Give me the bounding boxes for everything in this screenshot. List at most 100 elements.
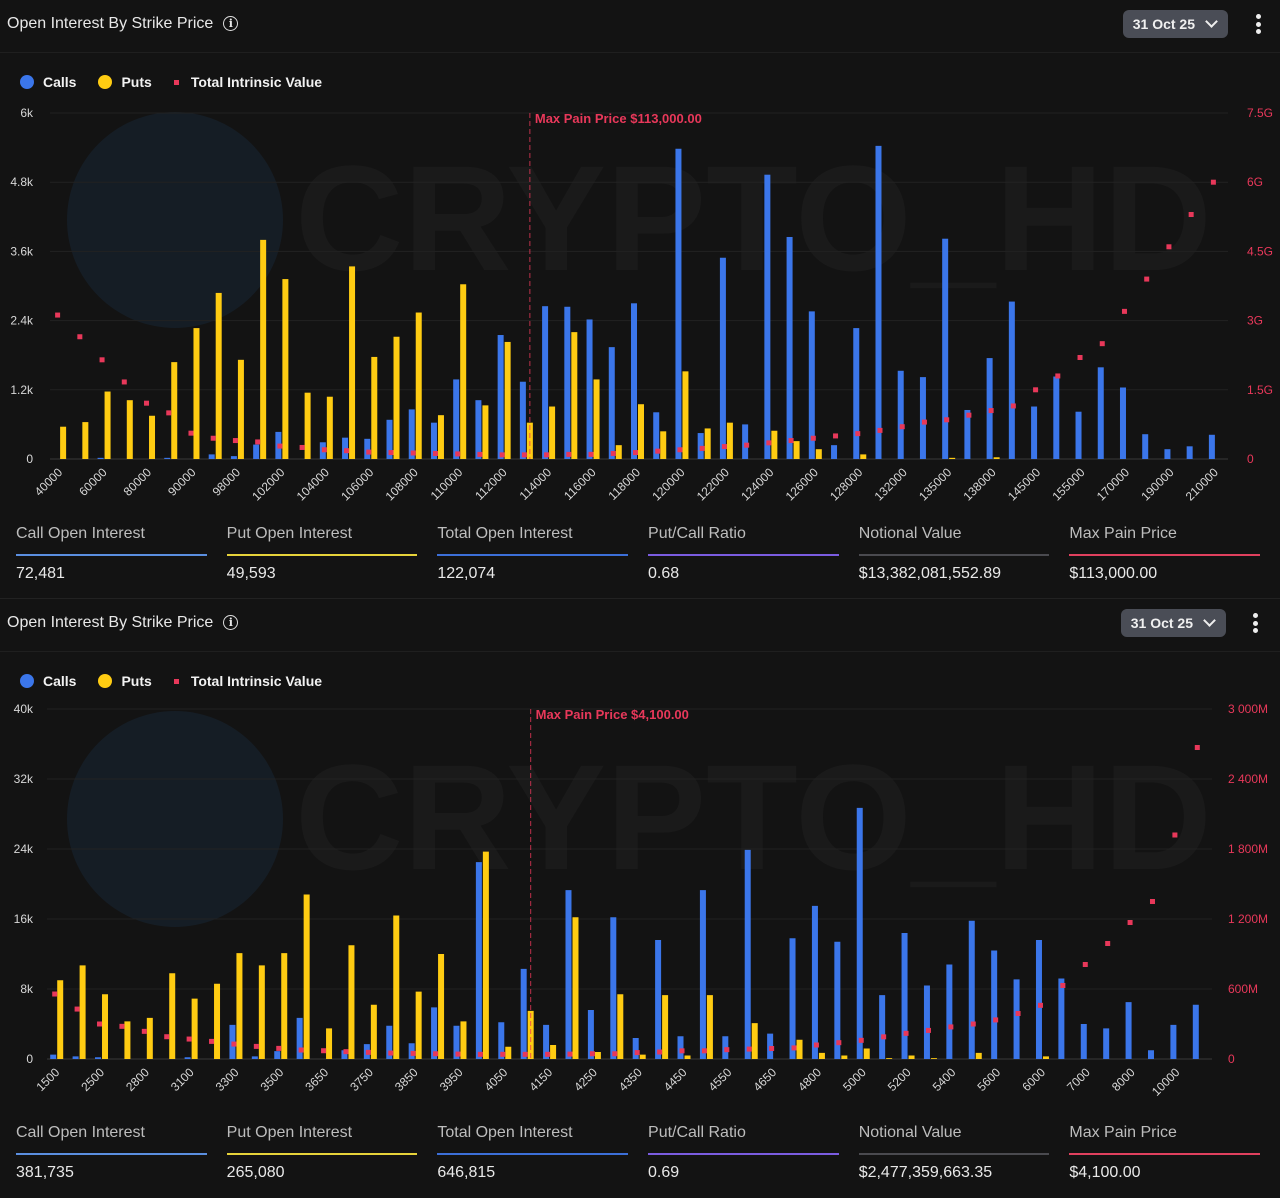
call-bar	[230, 456, 237, 459]
x-tick-label: 108000	[383, 465, 421, 503]
tiv-point	[299, 444, 305, 450]
call-bar	[946, 964, 953, 1059]
legend-tiv[interactable]: Total Intrinsic Value	[173, 673, 322, 689]
tiv-point	[877, 427, 883, 433]
call-bar	[430, 422, 437, 459]
put-bar	[171, 362, 178, 459]
legend-puts[interactable]: Puts	[98, 673, 152, 689]
tiv-point	[477, 1051, 483, 1057]
tiv-point	[744, 442, 750, 448]
tiv-point	[253, 1043, 259, 1049]
put-bar	[371, 356, 378, 459]
put-bar	[908, 1055, 915, 1059]
panel-header: Open Interest By Strike Price i 31 Oct 25	[0, 0, 1280, 53]
tiv-point	[522, 1051, 528, 1057]
put-bar	[550, 1045, 557, 1059]
call-bar	[50, 1054, 57, 1059]
put-bar	[726, 422, 733, 459]
x-tick-label: 3500	[258, 1065, 287, 1094]
put-bar	[639, 1054, 646, 1059]
tiv-point	[1121, 308, 1127, 314]
put-bar	[571, 332, 578, 459]
tiv-point	[298, 1047, 304, 1053]
y2-tick-label: 0	[1247, 452, 1254, 466]
legend-puts[interactable]: Puts	[98, 74, 152, 90]
chevron-down-icon	[1205, 15, 1218, 28]
x-tick-label: 3850	[392, 1065, 421, 1094]
stats-row: Call Open Interest 381,735 Put Open Inter…	[0, 1124, 1280, 1182]
legend-tiv[interactable]: Total Intrinsic Value	[173, 74, 322, 90]
tiv-point	[1188, 211, 1194, 217]
tiv-point	[277, 443, 283, 449]
tiv-point	[966, 412, 972, 418]
info-icon[interactable]: i	[223, 16, 239, 31]
x-tick-label: 138000	[961, 465, 999, 503]
y2-tick-label: 6G	[1247, 175, 1263, 189]
tiv-point	[1166, 244, 1172, 250]
tiv-point	[1194, 745, 1200, 750]
call-bar	[1147, 1050, 1154, 1059]
call-bar	[1164, 449, 1171, 459]
tiv-point	[1127, 920, 1133, 925]
call-bar	[1008, 301, 1015, 459]
watermark-text: CRYPTO_HD	[295, 134, 1212, 302]
put-bar	[126, 400, 133, 459]
x-tick-label: 4650	[750, 1065, 779, 1094]
stat-value: 0.68	[648, 565, 680, 582]
call-bar	[1097, 367, 1104, 459]
y-tick-label: 3.6k	[10, 244, 34, 258]
x-tick-label: 5400	[930, 1065, 959, 1094]
more-options-icon[interactable]	[1253, 613, 1259, 635]
put-bar	[60, 426, 67, 459]
x-tick-label: 3950	[437, 1065, 466, 1094]
expiry-date-label: 31 Oct 25	[1130, 615, 1193, 631]
tiv-point	[366, 449, 372, 455]
tiv-point	[925, 1027, 931, 1033]
call-bar	[386, 1025, 393, 1059]
tiv-point	[633, 450, 638, 456]
put-bar	[460, 284, 467, 459]
stat-value: $13,382,081,552.89	[858, 565, 1002, 582]
tiv-point	[500, 1051, 506, 1057]
stat-label: Put Open Interest	[226, 525, 353, 542]
stat-label: Notional Value	[858, 1124, 962, 1141]
call-bar	[497, 335, 504, 459]
tiv-point	[321, 447, 327, 453]
call-bar	[364, 438, 371, 459]
call-bar	[744, 849, 751, 1059]
put-bar	[706, 995, 713, 1059]
tiv-point	[321, 1048, 327, 1054]
expiry-date-dropdown[interactable]: 31 Oct 25	[1120, 609, 1226, 637]
put-bar	[504, 341, 511, 459]
put-bar	[393, 915, 400, 1059]
stat-item: Call Open Interest 72,481	[16, 525, 207, 583]
put-bar	[349, 266, 356, 459]
stat-label: Total Open Interest	[437, 525, 573, 542]
put-bar	[815, 449, 822, 459]
tiv-square-icon	[173, 678, 179, 684]
y2-tick-label: 3 000M	[1228, 702, 1268, 716]
legend-calls[interactable]: Calls	[20, 74, 76, 90]
stat-item: Notional Value $2,477,359,663.35	[858, 1124, 1050, 1182]
call-bar	[1035, 940, 1042, 1059]
put-bar	[326, 1028, 333, 1059]
call-bar	[653, 412, 660, 459]
stat-underline	[16, 1153, 207, 1155]
y-tick-label: 4.8k	[10, 175, 34, 189]
legend-puts-label: Puts	[121, 673, 152, 689]
expiry-date-dropdown[interactable]: 31 Oct 25	[1122, 10, 1228, 38]
call-bar	[1192, 1004, 1199, 1059]
oi-panel-eth: Open Interest By Strike Price i 31 Oct 25…	[0, 598, 1280, 1198]
tiv-point	[521, 452, 527, 458]
panel-header: Open Interest By Strike Price i 31 Oct 25	[0, 599, 1280, 652]
x-tick-label: 170000	[1094, 465, 1132, 503]
legend-calls[interactable]: Calls	[20, 673, 76, 689]
put-bar	[549, 406, 556, 459]
info-icon[interactable]: i	[223, 615, 239, 630]
tiv-point	[545, 1051, 551, 1057]
tiv-point	[52, 991, 58, 997]
call-bar	[1075, 411, 1082, 459]
x-tick-label: 5600	[975, 1065, 1004, 1094]
more-options-icon[interactable]	[1256, 14, 1262, 36]
y-tick-label: 2.4k	[10, 314, 34, 328]
